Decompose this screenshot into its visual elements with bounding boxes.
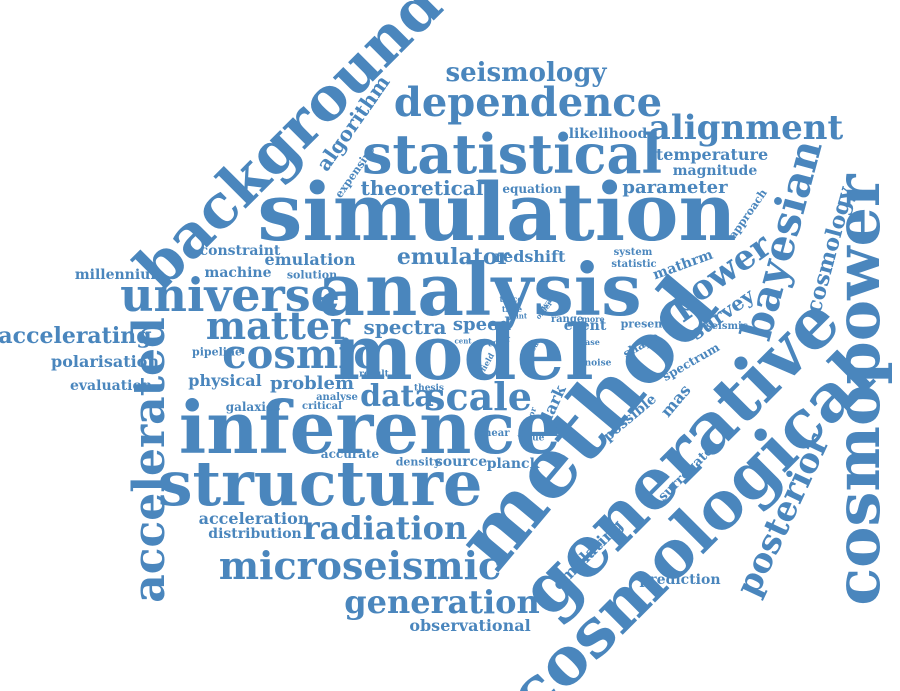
word-shear: shear — [478, 428, 510, 439]
word-seismology: seismology — [445, 58, 607, 88]
word-accelerating: accelerating — [0, 323, 152, 349]
word-thesis: thesis — [414, 383, 444, 394]
word-magnitude: magnitude — [672, 163, 758, 179]
word-dependence: dependence — [393, 79, 663, 126]
word-system: system — [613, 247, 653, 258]
word-cosmic: cosmic — [222, 331, 378, 378]
word-critical: critical — [302, 401, 342, 412]
word-galaxies: galaxies — [225, 400, 281, 414]
word-cent: cent — [454, 336, 472, 346]
word-range: range — [550, 314, 584, 325]
word-millennium: millennium — [74, 267, 166, 283]
word-universe: universe — [120, 268, 340, 322]
word-physical: physical — [188, 371, 262, 390]
word-emulation: emulation — [264, 250, 356, 269]
word-data: data — [360, 379, 434, 414]
word-theoretical: theoretical — [360, 176, 484, 200]
word-event: event — [563, 318, 607, 334]
word-result: result — [359, 369, 389, 380]
word-analyse: analyse — [316, 392, 358, 403]
word-evaluation: evaluation — [70, 378, 152, 394]
word-temperature: temperature — [655, 145, 769, 164]
word-present: present — [620, 317, 668, 331]
word-observational: observational — [409, 616, 531, 635]
word-speed: speed — [452, 314, 512, 335]
word-model: model — [332, 308, 594, 397]
word-scale: scale — [424, 374, 532, 419]
word-simulation: simulation — [257, 165, 737, 259]
word-radiation: radiation — [302, 509, 468, 547]
word-redshift: redshift — [494, 247, 566, 266]
word-noise: noise — [584, 358, 612, 369]
word-emulator: emulator — [396, 244, 510, 270]
word-parameter: parameter — [622, 177, 728, 198]
word-accurate: accurate — [320, 447, 380, 461]
word-solution: solution — [286, 268, 338, 282]
word-statistic: statistic — [611, 259, 657, 270]
word-trace: trace — [499, 294, 523, 304]
word-density: density — [395, 455, 441, 469]
word-problem: problem — [270, 373, 354, 394]
word-constraint: constraint — [199, 243, 281, 259]
word-time: time — [501, 304, 523, 314]
word-machine: machine — [204, 265, 272, 281]
word-spectra: spectra — [363, 315, 447, 339]
word-analysis: analysis — [318, 247, 642, 332]
word-statistical: statistical — [361, 122, 663, 186]
word-acceleration: acceleration — [198, 509, 310, 528]
word-equation: equation — [502, 182, 562, 196]
word-value: value — [517, 433, 545, 444]
word-generation: generation — [344, 583, 540, 621]
word-planck: planck — [486, 456, 540, 472]
word-distribution: distribution — [208, 526, 302, 542]
word-microseismic: microseismic — [218, 543, 502, 588]
word-prediction: prediction — [639, 572, 721, 588]
word-likelihood: likelihood — [568, 126, 648, 142]
word-polarisation: polarisation — [51, 352, 159, 371]
word-case: case — [580, 337, 600, 347]
word-seismic: seismic — [706, 321, 748, 332]
word-joint: joint — [508, 311, 528, 321]
word-source: source — [434, 454, 488, 470]
word-alignment: alignment — [648, 108, 844, 148]
word-more: more — [581, 314, 605, 324]
word-matter: matter — [205, 303, 351, 348]
word-structure: structure — [157, 447, 483, 520]
word-inference: inference — [178, 385, 562, 470]
word-pipeline: pipeline — [192, 345, 242, 359]
